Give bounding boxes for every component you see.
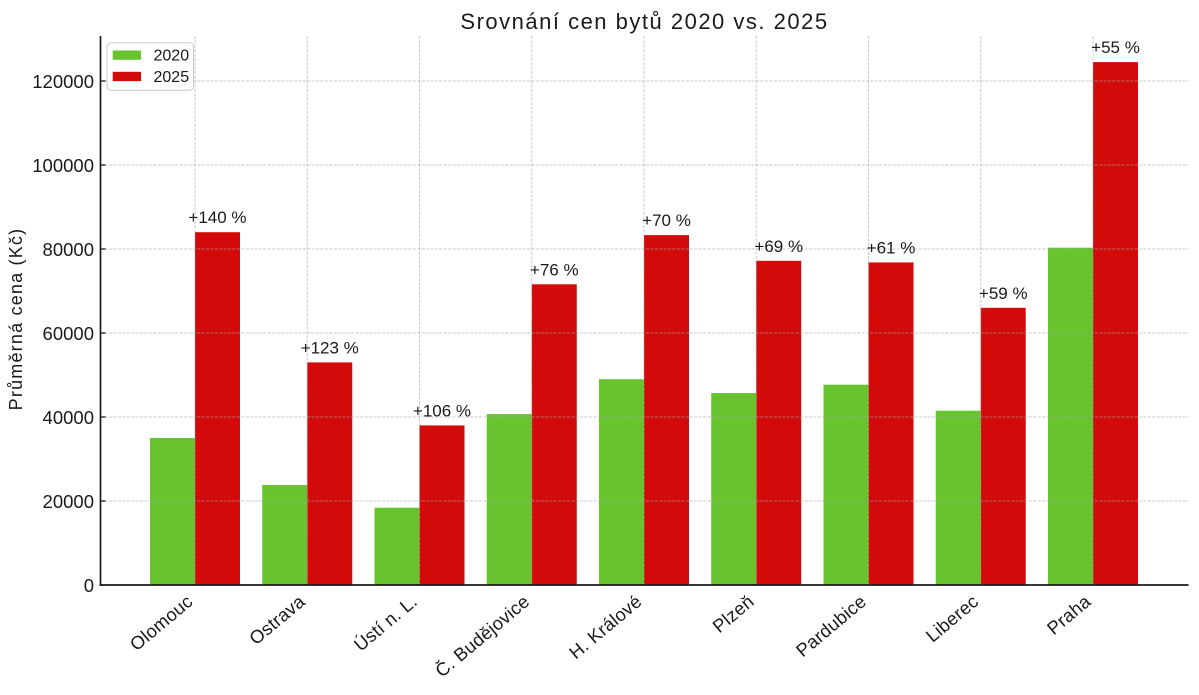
- svg-text:2025: 2025: [154, 69, 190, 86]
- svg-text:20000: 20000: [43, 491, 94, 512]
- svg-text:60000: 60000: [43, 323, 94, 344]
- svg-text:Průměrná cena (Kč): Průměrná cena (Kč): [6, 228, 26, 411]
- svg-text:Srovnání cen bytů 2020 vs. 202: Srovnání cen bytů 2020 vs. 2025: [460, 9, 828, 34]
- svg-text:2020: 2020: [154, 48, 190, 65]
- svg-text:+59 %: +59 %: [979, 284, 1028, 303]
- svg-text:+61 %: +61 %: [867, 238, 916, 257]
- svg-text:+55 %: +55 %: [1091, 38, 1140, 57]
- svg-text:+140 %: +140 %: [188, 208, 246, 227]
- svg-text:0: 0: [84, 575, 94, 596]
- svg-text:80000: 80000: [43, 239, 94, 260]
- svg-text:+76 %: +76 %: [530, 260, 579, 279]
- svg-text:120000: 120000: [32, 71, 94, 92]
- svg-text:100000: 100000: [32, 155, 94, 176]
- svg-text:+123 %: +123 %: [301, 338, 359, 357]
- svg-text:+69 %: +69 %: [754, 237, 803, 256]
- svg-text:40000: 40000: [43, 407, 94, 428]
- svg-text:+70 %: +70 %: [642, 211, 691, 230]
- svg-text:+106 %: +106 %: [413, 401, 471, 420]
